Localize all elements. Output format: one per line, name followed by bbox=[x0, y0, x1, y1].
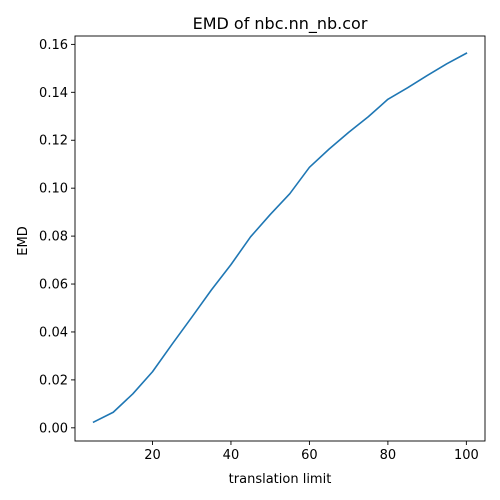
x-tick-label: 40 bbox=[223, 448, 240, 463]
x-tick-label: 80 bbox=[380, 448, 397, 463]
y-tick-label: 0.00 bbox=[39, 421, 68, 436]
x-tick-label: 100 bbox=[454, 448, 479, 463]
x-tick-label: 20 bbox=[144, 448, 161, 463]
y-tick-label: 0.10 bbox=[39, 182, 68, 197]
y-axis-label: EMD bbox=[16, 226, 31, 255]
series-line-0 bbox=[92, 52, 468, 424]
plot-frame bbox=[74, 35, 486, 442]
y-tick-label: 0.06 bbox=[39, 278, 68, 293]
y-tick-label: 0.16 bbox=[39, 38, 68, 53]
x-tick-label: 60 bbox=[301, 448, 318, 463]
y-tick-label: 0.02 bbox=[39, 373, 68, 388]
chart-title: EMD of nbc.nn_nb.cor bbox=[193, 14, 368, 34]
y-tick-label: 0.08 bbox=[39, 230, 68, 245]
y-tick-label: 0.04 bbox=[39, 325, 68, 340]
x-axis-label: translation limit bbox=[229, 472, 332, 487]
y-tick-label: 0.12 bbox=[39, 134, 68, 149]
y-tick-label: 0.14 bbox=[39, 86, 68, 101]
